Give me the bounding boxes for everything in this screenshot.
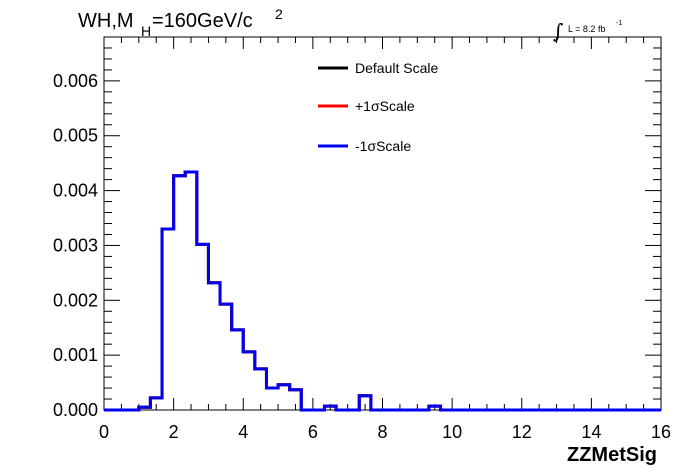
lumi-integral-symbol: ∫ bbox=[553, 19, 563, 43]
y-tick-label: 0.005 bbox=[53, 126, 98, 146]
x-tick-label: 0 bbox=[99, 422, 109, 442]
axes-group: 0 2 4 6 8 10 12 14 16 0.000 0.001 0.002 0.003 0.004 0.… bbox=[53, 36, 671, 442]
x-tick-label: 8 bbox=[377, 422, 387, 442]
lumi-sup: -1 bbox=[616, 20, 622, 27]
legend-label: +1σScale bbox=[355, 98, 415, 114]
x-tick-label: 2 bbox=[169, 422, 179, 442]
chart-title-sup: 2 bbox=[275, 6, 283, 22]
x-tick-label: 10 bbox=[442, 422, 462, 442]
y-tick-label: 0.004 bbox=[53, 181, 98, 201]
y-tick-label: 0.000 bbox=[53, 400, 98, 420]
legend: Default Scale +1σScale -1σScale bbox=[318, 60, 438, 154]
y-tick-label: 0.006 bbox=[53, 71, 98, 91]
y-tick-label: 0.002 bbox=[53, 290, 98, 310]
chart-title-main: WH,M bbox=[78, 10, 134, 32]
series-layer bbox=[104, 170, 661, 412]
chart-title-rest: =160GeV/c bbox=[152, 10, 253, 32]
x-tick-label: 16 bbox=[651, 422, 671, 442]
x-tick-label: 14 bbox=[581, 422, 601, 442]
chart-title-sub: H bbox=[141, 23, 151, 39]
plot-frame bbox=[103, 36, 662, 411]
series-line-1 bbox=[104, 170, 661, 412]
x-tick-label: 12 bbox=[512, 422, 532, 442]
x-tick-label: 6 bbox=[308, 422, 318, 442]
y-tick-label: 0.001 bbox=[53, 345, 98, 365]
lumi-text: L = 8.2 fb bbox=[568, 24, 605, 34]
y-tick-label: 0.003 bbox=[53, 235, 98, 255]
legend-label: -1σScale bbox=[355, 138, 411, 154]
series-line-2 bbox=[104, 170, 661, 412]
x-axis-label: ZZMetSig bbox=[567, 444, 657, 466]
series-line-0 bbox=[104, 170, 661, 412]
x-tick-label: 4 bbox=[238, 422, 248, 442]
legend-label: Default Scale bbox=[355, 60, 438, 76]
